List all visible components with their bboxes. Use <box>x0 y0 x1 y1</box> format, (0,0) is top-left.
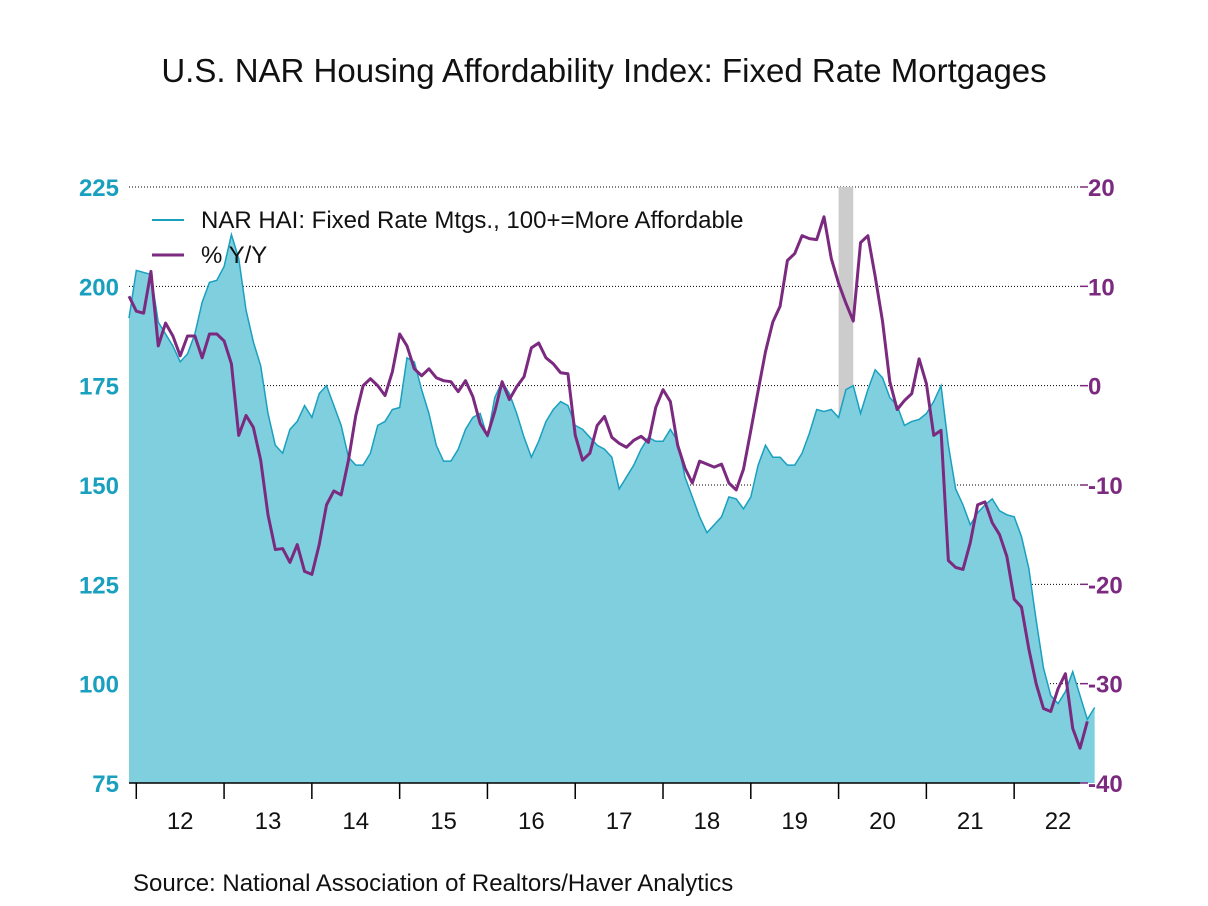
yoy-line-series <box>127 215 1089 750</box>
y-left-tick-label: 200 <box>79 274 119 301</box>
source-note: Source: National Association of Realtors… <box>133 870 734 897</box>
x-tick-label: 21 <box>957 808 984 835</box>
axes: 225 20 200 10 175 0 150 -10 125 -20 100 -30 75 -40 12 1… <box>79 175 1123 835</box>
x-tick-label: 17 <box>606 808 633 835</box>
yoy-line <box>127 215 1089 750</box>
x-tick-label: 16 <box>518 808 545 835</box>
legend-label-yoy: % Y/Y <box>201 242 267 269</box>
y-right-tick-label: -20 <box>1088 572 1123 599</box>
y-right-tick-label: 10 <box>1088 274 1115 301</box>
x-tick-label: 14 <box>342 808 369 835</box>
y-left-tick-label: 125 <box>79 572 119 599</box>
y-left-tick-label: 175 <box>79 374 119 401</box>
chart-title: U.S. NAR Housing Affordability Index: Fi… <box>161 52 1047 89</box>
y-right-tick-label: 0 <box>1088 374 1101 401</box>
y-right-tick-label: 20 <box>1088 175 1115 202</box>
y-right-tick-label: -40 <box>1088 771 1123 798</box>
x-tick-label: 18 <box>694 808 721 835</box>
x-tick-label: 15 <box>430 808 457 835</box>
y-left-tick-label: 225 <box>79 175 119 202</box>
affordability-line <box>128 231 1096 722</box>
y-left-tick-label: 100 <box>79 672 119 699</box>
y-right-tick-label: -30 <box>1088 672 1123 699</box>
y-left-tick-label: 150 <box>79 473 119 500</box>
affordability-area-series <box>128 231 1096 783</box>
legend-label-affordability: NAR HAI: Fixed Rate Mtgs., 100+=More Aff… <box>201 207 743 234</box>
x-tick-label: 22 <box>1045 808 1072 835</box>
affordability-area <box>129 234 1095 783</box>
y-left-tick-label: 75 <box>92 771 119 798</box>
legend: NAR HAI: Fixed Rate Mtgs., 100+=More Aff… <box>152 207 743 269</box>
x-tick-label: 20 <box>869 808 896 835</box>
x-tick-label: 19 <box>781 808 808 835</box>
x-tick-label: 13 <box>255 808 282 835</box>
x-tick-label: 12 <box>167 808 194 835</box>
y-right-tick-label: -10 <box>1088 473 1123 500</box>
